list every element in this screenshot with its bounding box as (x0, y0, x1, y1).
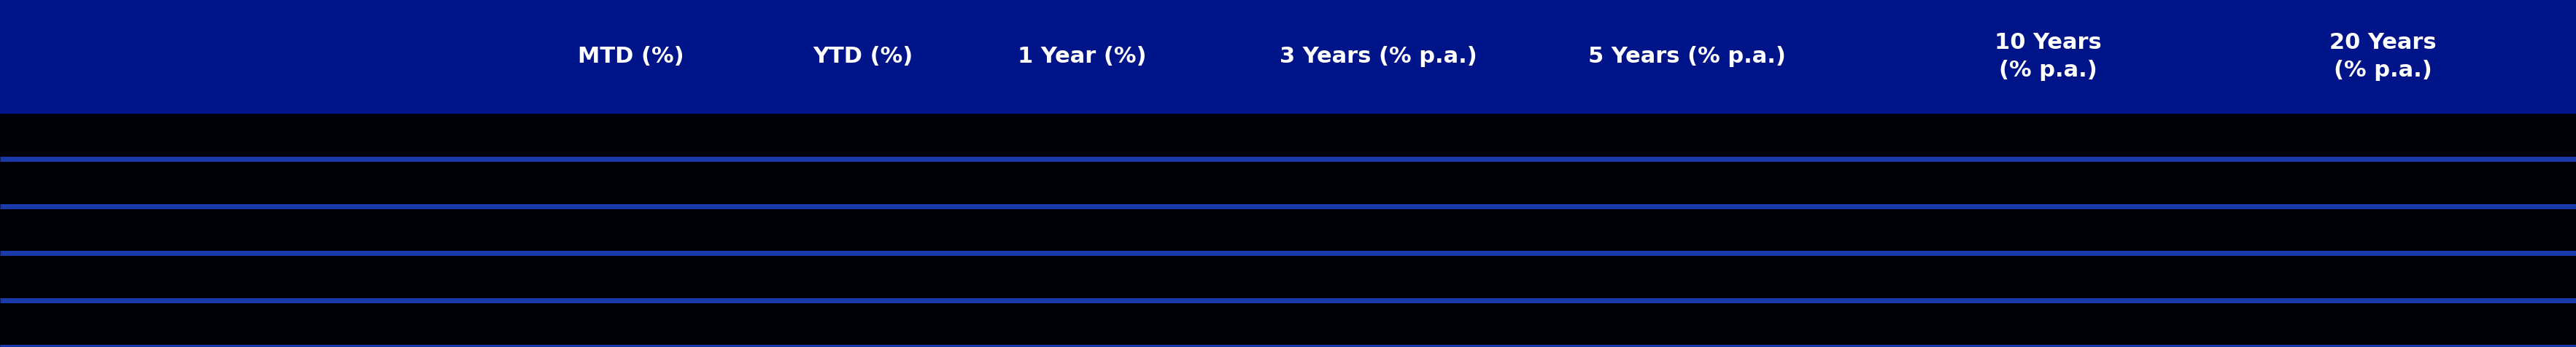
Text: YTD (%): YTD (%) (814, 46, 912, 67)
Bar (0, 253, 2576, 300)
Text: 3 Years (% p.a.): 3 Years (% p.a.) (1280, 46, 1476, 67)
Bar (0, 160, 2576, 206)
Bar (0, 0, 2576, 113)
Bar (0, 300, 2576, 347)
Text: 20 Years
(% p.a.): 20 Years (% p.a.) (2329, 32, 2437, 81)
Text: 5 Years (% p.a.): 5 Years (% p.a.) (1589, 46, 1785, 67)
Text: MTD (%): MTD (%) (577, 46, 685, 67)
Text: 1 Year (%): 1 Year (%) (1018, 46, 1146, 67)
Text: 10 Years
(% p.a.): 10 Years (% p.a.) (1994, 32, 2102, 81)
Bar (0, 113, 2576, 160)
Bar (0, 206, 2576, 253)
